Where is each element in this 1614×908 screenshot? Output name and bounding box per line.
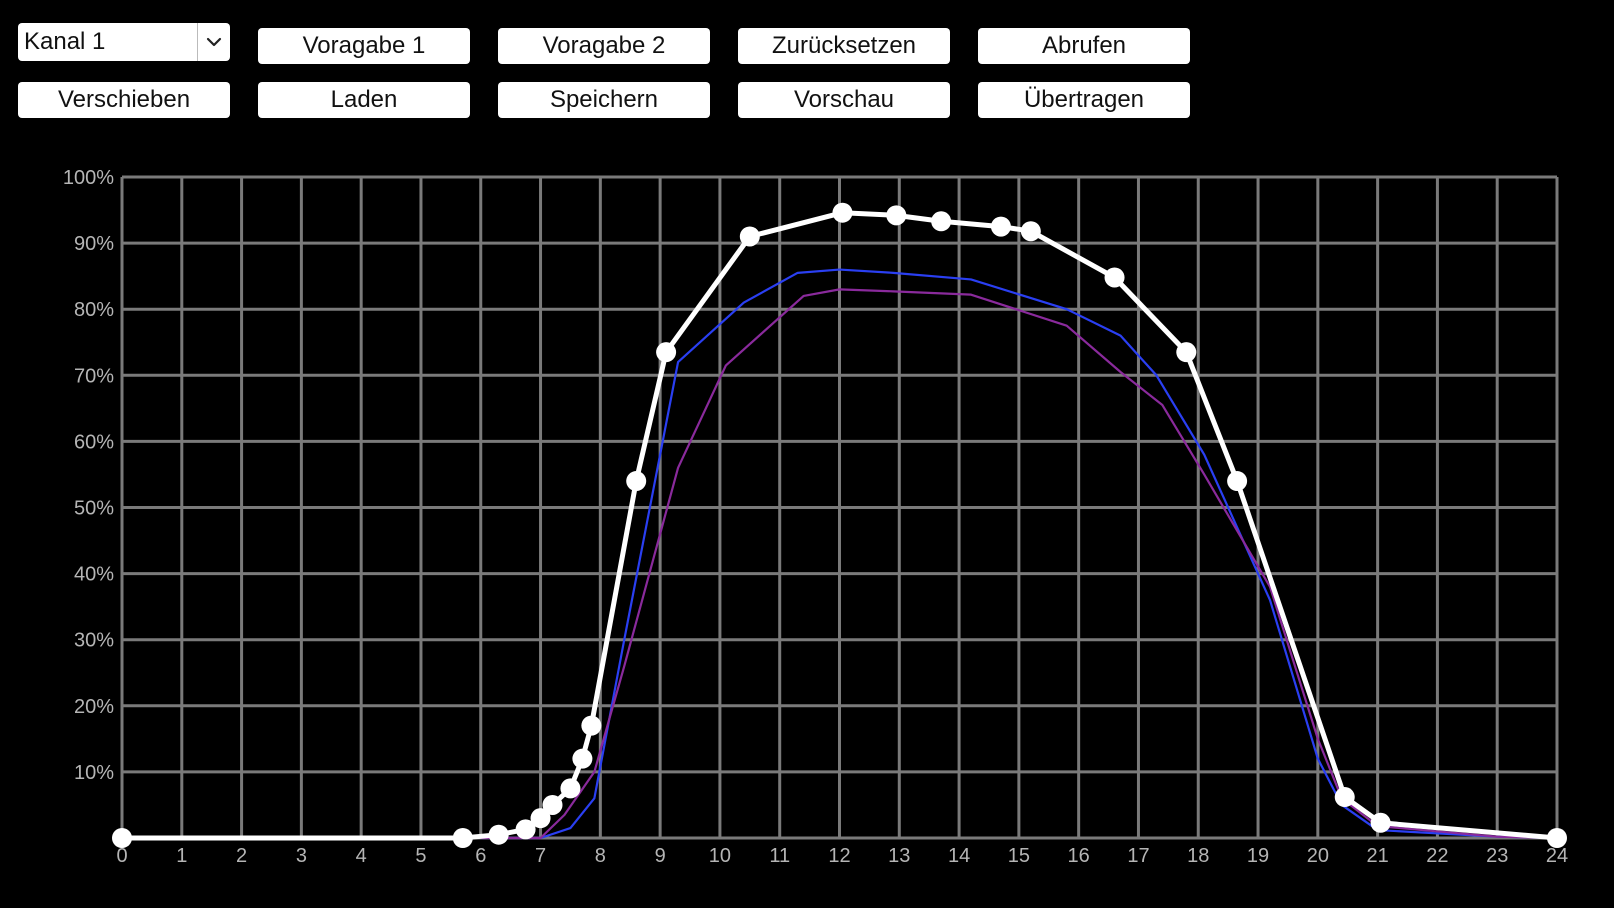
save-button[interactable]: Speichern	[498, 82, 710, 118]
x-tick-label: 12	[828, 845, 850, 867]
x-tick-label: 15	[1008, 845, 1030, 867]
intensity-chart[interactable]: 0 1 2 3 4 5 6 7 8 9 10 11 12 13 14 15 16 17 18 19 20 21 22 23 24…	[0, 150, 1614, 908]
curve-control-point[interactable]	[990, 216, 1011, 237]
curve-control-point[interactable]	[931, 211, 952, 232]
preset-1-button[interactable]: Voragabe 1	[258, 28, 470, 64]
y-tick-label: 80%	[74, 299, 114, 321]
curve-control-point[interactable]	[112, 828, 132, 848]
x-tick-label: 10	[709, 845, 731, 867]
x-tick-label: 24	[1546, 845, 1568, 867]
purple-curve	[479, 288, 1559, 840]
curve-control-point[interactable]	[626, 471, 647, 492]
curve-control-point[interactable]	[530, 808, 551, 829]
x-tick-label: 20	[1307, 845, 1329, 867]
transfer-button[interactable]: Übertragen	[978, 82, 1190, 118]
curve-control-point[interactable]	[1547, 828, 1567, 848]
curve-control-point[interactable]	[886, 205, 907, 226]
y-tick-label: 100%	[63, 167, 114, 189]
x-tick-label: 5	[415, 845, 426, 867]
y-tick-label: 90%	[74, 233, 114, 255]
x-tick-label: 3	[296, 845, 307, 867]
curve-control-point[interactable]	[572, 748, 593, 769]
curve-control-point[interactable]	[581, 715, 602, 736]
y-tick-label: 50%	[74, 498, 114, 520]
y-tick-label: 60%	[74, 431, 114, 453]
y-tick-label: 20%	[74, 696, 114, 718]
x-tick-label: 4	[356, 845, 367, 867]
curve-control-point[interactable]	[1020, 221, 1041, 242]
channel-select-value: Kanal 1	[24, 28, 106, 55]
curve-control-point[interactable]	[1227, 471, 1248, 492]
curve-control-point[interactable]	[488, 824, 509, 845]
x-tick-label: 0	[116, 845, 127, 867]
curve-control-point[interactable]	[515, 819, 536, 840]
curve-control-point[interactable]	[1104, 267, 1125, 288]
curve-control-point[interactable]	[1370, 812, 1391, 833]
curve-control-point[interactable]	[832, 202, 853, 223]
curve-control-point[interactable]	[1334, 787, 1355, 808]
toolbar: Kanal 1 Voragabe 1 Voragabe 2 Zurücksetz…	[0, 0, 1614, 130]
reset-button[interactable]: Zurücksetzen	[738, 28, 950, 64]
x-tick-label: 11	[769, 845, 790, 867]
fetch-button[interactable]: Abrufen	[978, 28, 1190, 64]
curve-control-point[interactable]	[452, 828, 473, 848]
x-tick-label: 22	[1426, 845, 1448, 867]
x-tick-label: 13	[888, 845, 910, 867]
curve-control-point[interactable]	[1176, 342, 1197, 363]
y-tick-label: 30%	[74, 630, 114, 652]
y-tick-label: 40%	[74, 564, 114, 586]
x-tick-label: 6	[475, 845, 486, 867]
curve-control-point[interactable]	[739, 226, 760, 247]
x-tick-label: 7	[535, 845, 546, 867]
shift-button[interactable]: Verschieben	[18, 82, 230, 118]
curve-control-point[interactable]	[560, 778, 581, 799]
preset-2-button[interactable]: Voragabe 2	[498, 28, 710, 64]
curve-control-point[interactable]	[656, 342, 677, 363]
x-tick-label: 1	[176, 845, 187, 867]
channel-select[interactable]: Kanal 1	[18, 23, 230, 61]
y-tick-label: 10%	[74, 762, 114, 784]
chevron-down-icon[interactable]	[197, 23, 230, 61]
x-tick-label: 19	[1247, 845, 1269, 867]
x-tick-label: 21	[1367, 845, 1389, 867]
x-tick-label: 8	[595, 845, 606, 867]
x-tick-label: 2	[236, 845, 247, 867]
x-tick-label: 16	[1068, 845, 1090, 867]
x-tick-label: 18	[1187, 845, 1209, 867]
x-tick-label: 14	[948, 845, 970, 867]
y-tick-label: 70%	[74, 365, 114, 387]
load-button[interactable]: Laden	[258, 82, 470, 118]
x-tick-label: 23	[1486, 845, 1508, 867]
x-tick-label: 17	[1127, 845, 1149, 867]
blue-curve	[479, 268, 1559, 840]
x-tick-label: 9	[655, 845, 666, 867]
curve-control-point[interactable]	[542, 794, 563, 815]
preview-button[interactable]: Vorschau	[738, 82, 950, 118]
